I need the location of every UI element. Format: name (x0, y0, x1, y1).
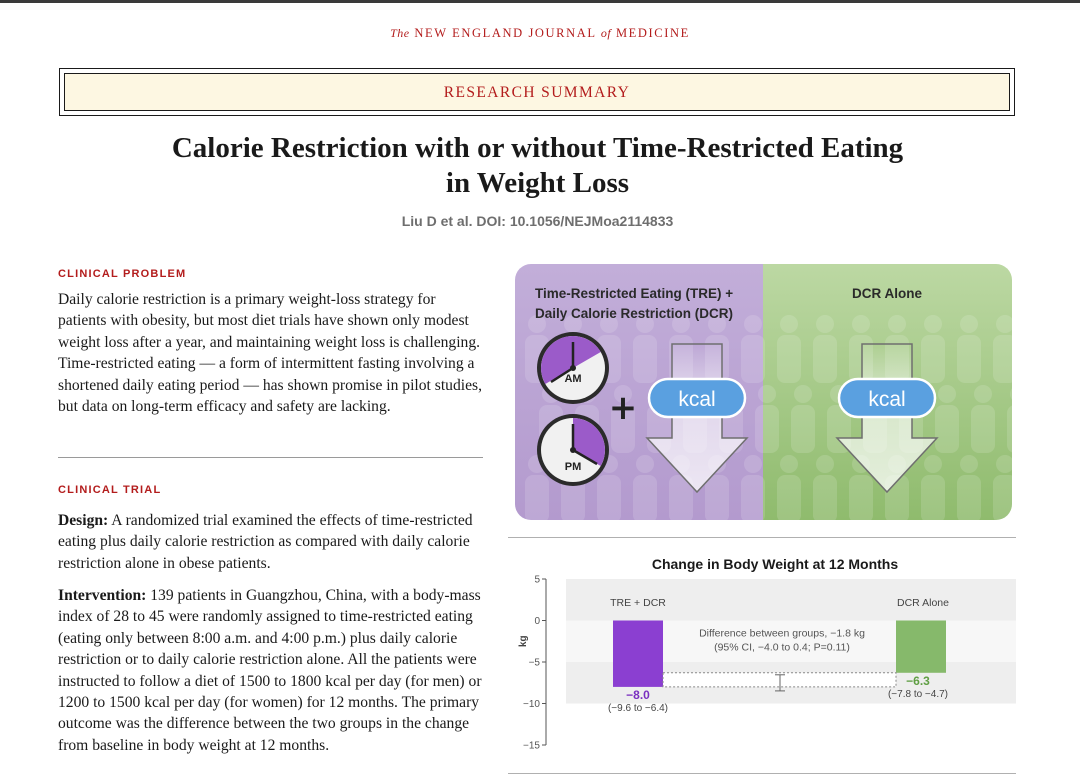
top-border (0, 0, 1080, 3)
value-label: −8.0 (626, 688, 650, 702)
weight-change-chart: Change in Body Weight at 12 Months 5 0 −5 −… (508, 537, 1016, 778)
kcal-badge-dcr (837, 377, 937, 419)
journal-of: of (600, 26, 612, 40)
tre-title-line-2: Daily Calorie Restriction (DCR) (535, 306, 733, 321)
journal-header: The NEW ENGLAND JOURNAL of MEDICINE (0, 26, 1080, 41)
title-line-2: in Weight Loss (445, 167, 630, 199)
am-label: AM (564, 373, 581, 385)
category-label: DCR Alone (897, 597, 949, 609)
chart-grid-band (566, 703, 1016, 745)
journal-name-b: MEDICINE (615, 26, 690, 40)
y-axis-label: kg (518, 635, 529, 647)
difference-label-line-1: Difference between groups, −1.8 kg (699, 627, 865, 639)
difference-label-line-2: (95% CI, −4.0 to 0.4; P=0.11) (714, 641, 850, 653)
pm-label: PM (565, 461, 582, 473)
plus-icon: + (609, 388, 638, 428)
intervention-paragraph: Intervention: 139 patients in Guangzhou,… (58, 585, 483, 756)
intervention-label: Intervention: (58, 587, 147, 604)
y-tick-label: −15 (523, 741, 540, 752)
clock-icon: PM (537, 414, 609, 486)
bar-tre-dcr (613, 620, 663, 687)
design-paragraph: Design: A randomized trial examined the … (58, 510, 483, 574)
banner-inner-box: RESEARCH SUMMARY (64, 73, 1010, 111)
chart-svg: Change in Body Weight at 12 Months 5 0 −5 −… (518, 556, 1016, 752)
kcal-label-dcr: kcal (868, 388, 905, 411)
ci-label: (−9.6 to −6.4) (608, 703, 668, 714)
research-summary-banner: RESEARCH SUMMARY (59, 68, 1015, 116)
clock-icon: AM (537, 332, 609, 404)
kcal-label-tre: kcal (678, 388, 715, 411)
chart-grid-band (566, 579, 1016, 621)
kcal-badge-tre (647, 377, 747, 419)
clinical-problem-text: Daily calorie restriction is a primary w… (58, 291, 483, 416)
article-title: Calorie Restriction with or without Time… (0, 131, 1075, 201)
infographic-panel: Time-Restricted Eating (TRE) + Daily Cal… (515, 264, 1012, 520)
byline: Liu D et al. DOI: 10.1056/NEJMoa2114833 (401, 213, 674, 229)
section-divider (58, 457, 483, 458)
y-tick-label: −5 (529, 658, 541, 669)
design-label: Design: (58, 512, 109, 529)
journal-prefix: The (390, 26, 410, 40)
journal-name-a: NEW ENGLAND JOURNAL (414, 26, 597, 40)
y-tick-label: 0 (534, 616, 540, 627)
bar-dcr-alone (896, 620, 946, 673)
clinical-trial-heading: CLINICAL TRIAL (58, 484, 162, 496)
dcr-title: DCR Alone (852, 286, 922, 301)
infographic-svg: Time-Restricted Eating (TRE) + Daily Cal… (515, 264, 1012, 520)
chart-title: Change in Body Weight at 12 Months (652, 556, 899, 572)
ci-label: (−7.8 to −4.7) (888, 689, 948, 700)
category-label: TRE + DCR (610, 597, 666, 609)
chart-bottom-rule (508, 773, 1016, 774)
y-tick-label: −10 (523, 699, 540, 710)
clinical-problem-heading: CLINICAL PROBLEM (58, 268, 187, 280)
chart-top-rule (508, 537, 1016, 538)
y-tick-label: 5 (534, 575, 540, 586)
title-line-1: Calorie Restriction with or without Time… (171, 132, 904, 164)
intervention-text: 139 patients in Guangzhou, China, with a… (58, 587, 482, 754)
value-label: −6.3 (906, 674, 930, 688)
banner-label: RESEARCH SUMMARY (443, 84, 631, 101)
design-text: A randomized trial examined the effects … (58, 512, 473, 572)
tre-title-line-1: Time-Restricted Eating (TRE) + (535, 286, 733, 301)
